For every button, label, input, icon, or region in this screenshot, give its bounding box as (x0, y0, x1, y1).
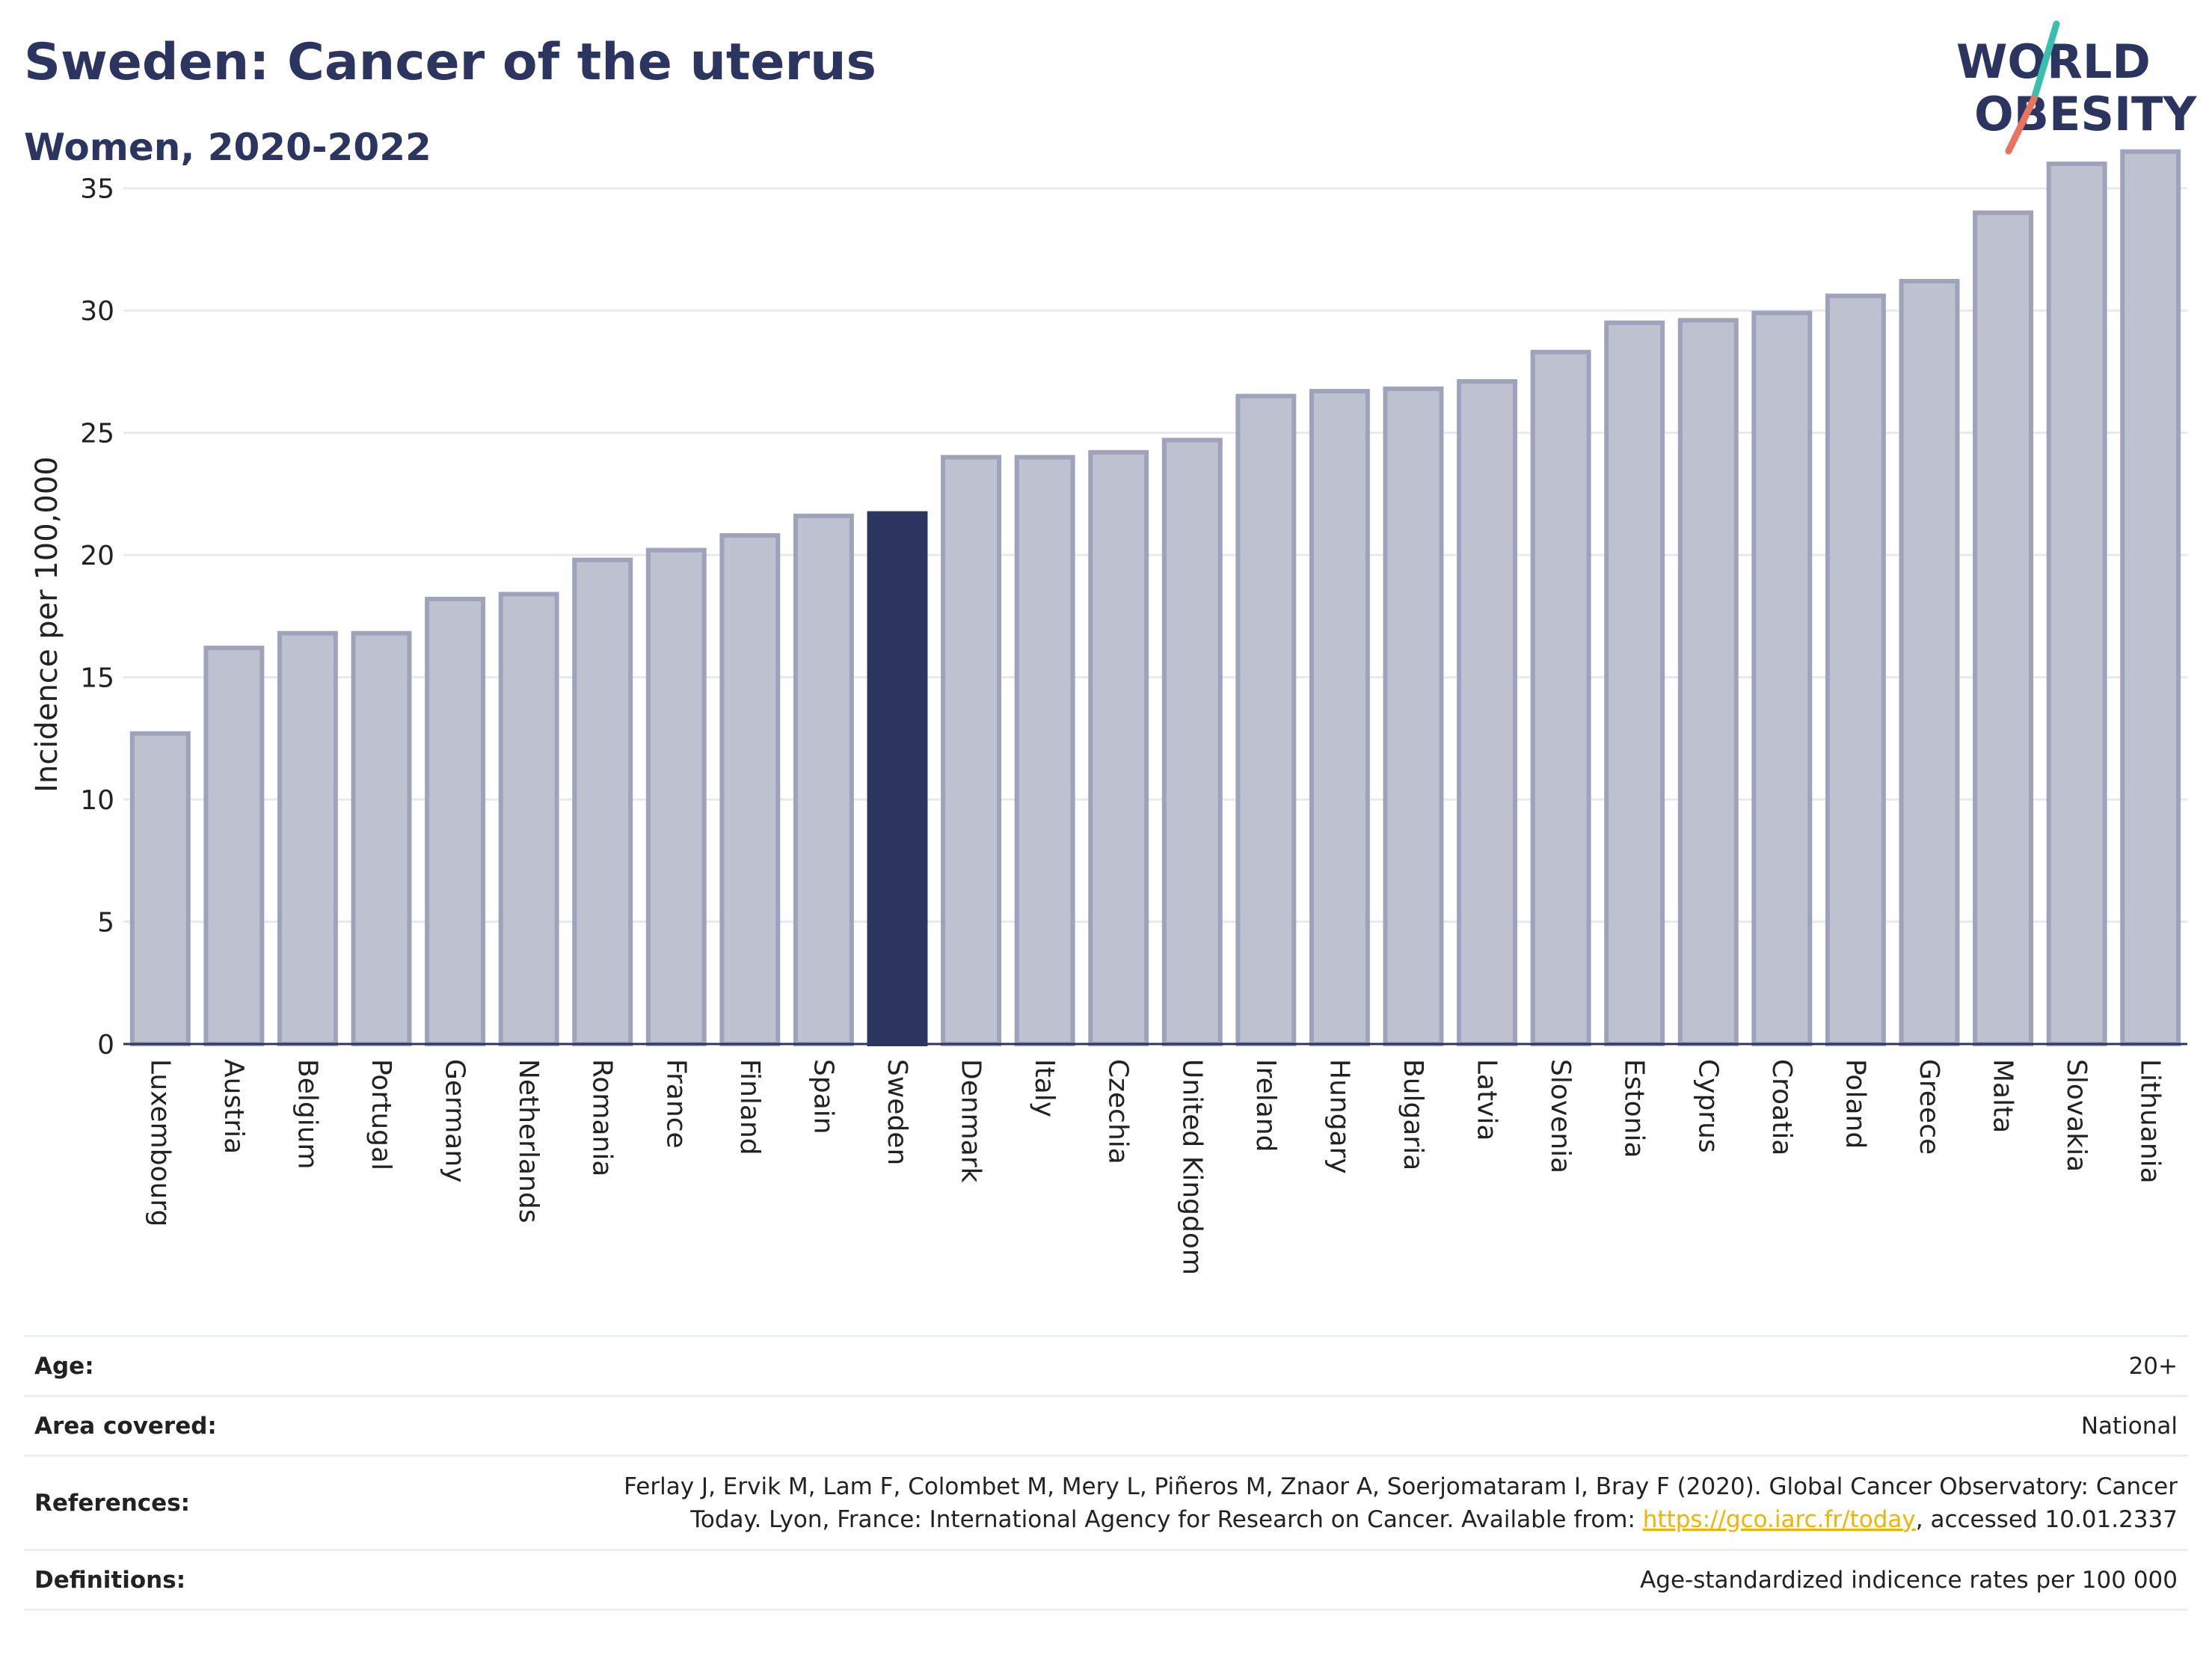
age-label: Age: (34, 1352, 94, 1380)
x-tick-label: Poland (1840, 1059, 1870, 1149)
logo-word-obesity: OBESITY (1974, 87, 2197, 141)
bar-estonia (1604, 320, 1665, 1046)
x-tick-label: Slovakia (2061, 1059, 2092, 1172)
x-tick-label: Ireland (1250, 1059, 1281, 1152)
x-tick-label: Cyprus (1692, 1059, 1723, 1153)
x-tick-label: Belgium (292, 1059, 322, 1170)
chart-title: Sweden: Cancer of the uterus (24, 33, 876, 92)
bar-hungary (1309, 389, 1370, 1046)
x-tick-label: Malta (1988, 1059, 2018, 1133)
x-tick-label: Denmark (956, 1059, 986, 1183)
references-value: Ferlay J, Ervik M, Lam F, Colombet M, Me… (568, 1456, 2188, 1550)
bar-luxembourg (129, 731, 191, 1046)
meta-row-definitions: Definitions: Age-standardized indicence … (24, 1550, 2188, 1610)
area-label: Area covered: (34, 1412, 217, 1440)
bar-greece (1899, 278, 1960, 1046)
meta-row-references: References: Ferlay J, Ervik M, Lam F, Co… (24, 1455, 2188, 1550)
y-tick-label: 5 (97, 908, 114, 939)
x-tick-label: Austria (218, 1059, 249, 1154)
x-axis-ticks: Luxembourg Austria Belgium Portugal Germany N… (144, 1059, 2165, 1275)
x-tick-label: Sweden (882, 1059, 912, 1165)
x-tick-label: Latvia (1472, 1059, 1502, 1141)
logo-slash-coral (2005, 95, 2038, 155)
meta-row-area: Area covered: National (24, 1395, 2188, 1456)
x-tick-label: Netherlands (513, 1059, 544, 1223)
bar-denmark (941, 455, 1002, 1046)
x-tick-label: Italy (1029, 1059, 1060, 1117)
references-text-2: Today. Lyon, France: International Agenc… (690, 1505, 1643, 1533)
logo-slash-teal (2030, 20, 2060, 102)
y-tick-label: 10 (80, 785, 114, 816)
bar-cyprus (1677, 318, 1739, 1046)
references-label: References: (34, 1489, 191, 1517)
age-value: 20+ (2128, 1352, 2178, 1380)
bar-bulgaria (1383, 386, 1444, 1046)
bar-slovakia (2046, 162, 2107, 1046)
x-tick-label: Estonia (1619, 1059, 1650, 1158)
y-tick-label: 20 (80, 541, 114, 571)
y-tick-label: 30 (80, 296, 114, 327)
bar-germany (425, 596, 486, 1046)
bar-latvia (1457, 379, 1518, 1046)
bar-portugal (351, 630, 412, 1046)
bar-romania (572, 557, 633, 1046)
bar-spain (793, 513, 854, 1046)
x-tick-label: Slovenia (1545, 1059, 1576, 1173)
y-tick-label: 25 (80, 419, 114, 449)
bar-malta (1973, 210, 2034, 1047)
x-tick-label: Greece (1914, 1059, 1944, 1155)
x-tick-label: Portugal (366, 1059, 396, 1170)
y-axis-ticks: 0 5 10 15 20 25 30 35 (80, 174, 114, 1060)
x-tick-label: Bulgaria (1398, 1059, 1428, 1170)
bar-belgium (277, 630, 338, 1046)
bar-poland (1825, 293, 1886, 1047)
x-tick-label: Spain (808, 1059, 838, 1134)
area-value: National (2080, 1412, 2178, 1440)
x-tick-label: France (660, 1059, 691, 1149)
bar-ireland (1235, 393, 1297, 1046)
bar-chart: 0 5 10 15 20 25 30 35 Luxembourg Austria Belgium P… (30, 149, 2187, 1275)
x-tick-label: Hungary (1324, 1059, 1354, 1174)
definitions-label: Definitions: (34, 1566, 186, 1594)
meta-row-age: Age: 20+ (24, 1336, 2188, 1396)
bar-finland (719, 532, 781, 1046)
references-text-3: , accessed 10.01.2337 (1915, 1505, 2178, 1533)
bar-france (645, 547, 707, 1046)
bar-austria (203, 645, 265, 1046)
x-tick-label: Croatia (1766, 1059, 1797, 1155)
bar-italy (1014, 455, 1075, 1046)
x-tick-label: Finland (734, 1059, 765, 1155)
definitions-value: Age-standardized indicence rates per 100… (1640, 1566, 2178, 1594)
x-tick-label: Lithuania (2135, 1059, 2166, 1184)
bar-united-kingdom (1161, 437, 1223, 1046)
references-text-1: Ferlay J, Ervik M, Lam F, Colombet M, Me… (624, 1473, 2178, 1500)
x-tick-label: Luxembourg (144, 1059, 175, 1226)
references-link[interactable]: https://gco.iarc.fr/today (1642, 1505, 1916, 1533)
bar-czechia (1088, 449, 1149, 1046)
bar-lithuania (2120, 149, 2181, 1046)
x-tick-label: Czechia (1103, 1059, 1134, 1164)
y-tick-label: 15 (80, 663, 114, 694)
bars (129, 149, 2181, 1047)
world-obesity-logo: WORLD OBESITY (1956, 20, 2197, 155)
bar-croatia (1751, 310, 1813, 1046)
x-tick-label: United Kingdom (1176, 1059, 1207, 1275)
y-tick-label: 35 (80, 174, 114, 205)
bar-netherlands (498, 592, 559, 1046)
bar-slovenia (1530, 349, 1591, 1046)
y-axis-label: Incidence per 100,000 (30, 456, 64, 793)
metadata-table: Age: 20+ Area covered: National Referenc… (24, 1335, 2188, 1611)
y-tick-label: 0 (97, 1030, 114, 1060)
chart-subtitle: Women, 2020-2022 (24, 126, 431, 169)
bar-sweden (867, 511, 928, 1046)
x-tick-label: Germany (440, 1059, 470, 1182)
x-tick-label: Romania (587, 1059, 618, 1176)
